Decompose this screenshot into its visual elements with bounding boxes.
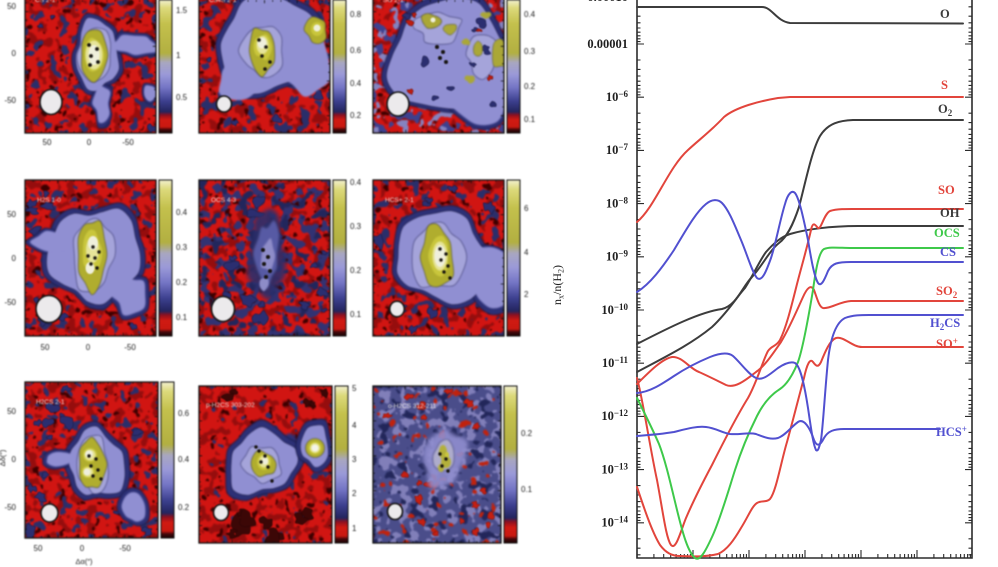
svg-text:0.4: 0.4	[178, 455, 190, 464]
svg-text:3: 3	[352, 455, 357, 464]
svg-text:SO 2-1: SO 2-1	[383, 0, 404, 4]
svg-text:0.1: 0.1	[524, 115, 536, 124]
svg-text:Δδ(″): Δδ(″)	[0, 449, 7, 466]
svg-text:10−7: 10−7	[606, 142, 629, 157]
svg-text:HCS+: HCS+	[936, 424, 967, 439]
svg-text:0.4: 0.4	[176, 208, 188, 217]
svg-text:S: S	[941, 78, 948, 92]
svg-text:SO: SO	[938, 183, 955, 197]
svg-text:0.3: 0.3	[350, 222, 362, 231]
svg-text:50: 50	[7, 210, 16, 219]
svg-text:OH: OH	[940, 206, 960, 220]
svg-text:0.6: 0.6	[350, 46, 362, 55]
svg-text:SO+: SO+	[936, 336, 958, 351]
svg-text:50: 50	[34, 544, 43, 553]
svg-text:0.1: 0.1	[521, 485, 533, 494]
svg-text:0.2: 0.2	[350, 266, 362, 275]
svg-text:p-H2CS 303-202: p-H2CS 303-202	[206, 402, 255, 409]
svg-text:H2CS 2-1: H2CS 2-1	[36, 399, 65, 406]
svg-text:0.1: 0.1	[350, 310, 362, 319]
svg-text:-50: -50	[4, 503, 16, 512]
svg-text:0: 0	[12, 254, 17, 263]
svg-text:10−14: 10−14	[601, 515, 628, 530]
svg-text:1: 1	[176, 51, 181, 60]
svg-text:SO2: SO2	[936, 284, 958, 300]
svg-text:5: 5	[352, 384, 357, 393]
svg-text:50: 50	[7, 2, 16, 11]
svg-text:0.3: 0.3	[524, 47, 536, 56]
svg-text:10−11: 10−11	[602, 355, 629, 370]
svg-text:10−6: 10−6	[606, 89, 629, 104]
svg-text:10−12: 10−12	[601, 408, 628, 423]
svg-text:10−10: 10−10	[601, 302, 628, 317]
svg-text:Δα(″): Δα(″)	[76, 557, 93, 566]
svg-text:H2CS: H2CS	[930, 316, 960, 332]
svg-text:0.4: 0.4	[524, 10, 536, 19]
svg-text:1.5: 1.5	[176, 6, 188, 15]
svg-text:0: 0	[87, 138, 92, 147]
svg-text:OCS 4-3: OCS 4-3	[211, 197, 237, 204]
svg-text:0.2: 0.2	[524, 82, 536, 91]
svg-text:4: 4	[352, 421, 357, 430]
svg-text:H2S 1-0: H2S 1-0	[37, 197, 61, 204]
svg-text:0.4: 0.4	[350, 79, 362, 88]
svg-text:2: 2	[352, 489, 357, 498]
svg-text:0.00010: 0.00010	[587, 0, 628, 4]
svg-text:0.00001: 0.00001	[587, 37, 628, 51]
svg-text:2: 2	[524, 290, 529, 299]
svg-text:OCS: OCS	[934, 226, 960, 240]
svg-text:0.4: 0.4	[350, 178, 362, 187]
svg-text:0.2: 0.2	[176, 278, 188, 287]
svg-text:6: 6	[524, 204, 529, 213]
svg-text:-50: -50	[4, 96, 16, 105]
svg-text:-50: -50	[124, 343, 136, 352]
svg-text:O: O	[940, 7, 950, 21]
svg-text:O2: O2	[938, 102, 953, 118]
svg-text:0.1: 0.1	[176, 313, 188, 322]
svg-text:-50: -50	[4, 298, 16, 307]
svg-text:0.5: 0.5	[176, 93, 188, 102]
svg-text:o-H2CS 312-211: o-H2CS 312-211	[388, 403, 437, 410]
svg-text:C34S 2-1: C34S 2-1	[209, 0, 237, 4]
svg-text:0.2: 0.2	[178, 503, 190, 512]
svg-text:HCS+ 2-1: HCS+ 2-1	[385, 197, 414, 204]
svg-text:0.2: 0.2	[350, 111, 362, 120]
svg-text:10−9: 10−9	[606, 249, 629, 264]
svg-text:0: 0	[12, 455, 17, 464]
svg-text:-50: -50	[119, 544, 131, 553]
svg-text:0: 0	[86, 343, 91, 352]
svg-text:0: 0	[12, 49, 17, 58]
svg-text:50: 50	[7, 407, 16, 416]
svg-text:nx/n(H2): nx/n(H2)	[550, 265, 566, 305]
svg-text:0.6: 0.6	[178, 409, 190, 418]
svg-text:0.2: 0.2	[521, 429, 533, 438]
svg-text:0: 0	[80, 544, 85, 553]
svg-text:50: 50	[41, 343, 50, 352]
svg-text:CS: CS	[940, 245, 956, 259]
svg-text:0.8: 0.8	[350, 10, 362, 19]
svg-text:4: 4	[524, 248, 529, 257]
svg-text:CS 2-1: CS 2-1	[35, 0, 56, 4]
svg-text:0.3: 0.3	[176, 243, 188, 252]
svg-text:10−13: 10−13	[601, 461, 628, 476]
svg-text:1: 1	[352, 524, 357, 533]
svg-text:-50: -50	[122, 138, 134, 147]
svg-text:50: 50	[43, 138, 52, 147]
svg-text:10−8: 10−8	[606, 195, 629, 210]
